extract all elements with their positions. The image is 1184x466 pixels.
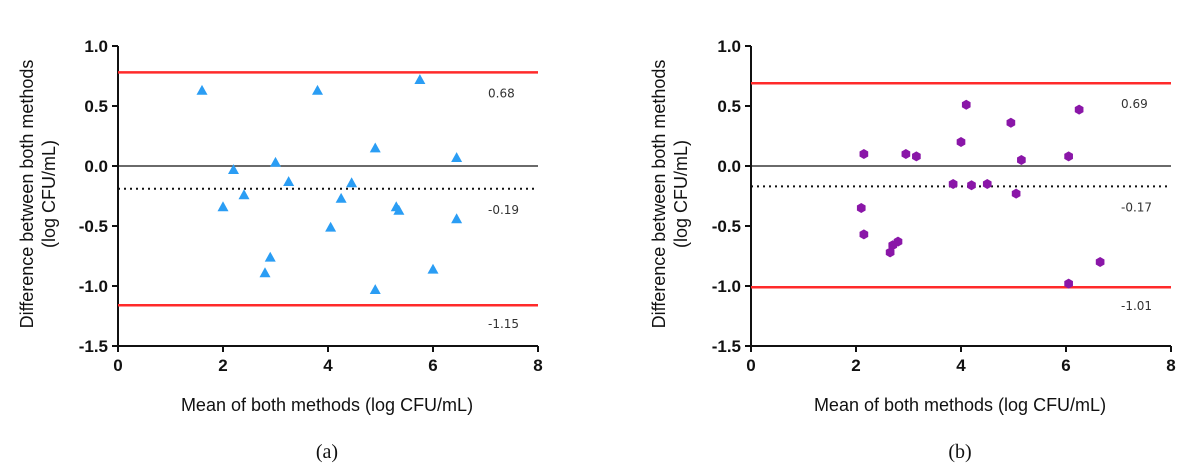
x-tick-label: 6 — [428, 356, 437, 375]
panel-a: Difference between both methods (log CFU… — [17, 37, 543, 463]
data-point — [346, 177, 358, 188]
data-point — [912, 151, 921, 162]
y-tick-label: 0.0 — [717, 157, 741, 176]
data-point — [1011, 188, 1021, 199]
y-tick-label: 1.0 — [84, 37, 108, 56]
data-point — [217, 201, 229, 212]
data-point — [982, 179, 992, 189]
x-tick-label: 4 — [323, 356, 333, 375]
x-axis-label: Mean of both methods (log CFU/mL) — [181, 395, 473, 415]
data-point — [228, 164, 239, 174]
data-point — [961, 99, 971, 110]
data-point — [427, 263, 439, 274]
data-point — [270, 156, 281, 167]
y-tick-label: 1.0 — [717, 37, 741, 56]
y-tick-label: -0.5 — [79, 217, 108, 236]
data-point — [393, 204, 405, 215]
x-tick-label: 6 — [1061, 356, 1070, 375]
bias-label: -0.17 — [1121, 200, 1152, 214]
y-axis-label-line2: (log CFU/mL) — [39, 140, 59, 248]
data-point — [956, 137, 966, 147]
y-tick-label: 0.0 — [84, 157, 108, 176]
data-point — [238, 189, 250, 200]
data-point — [856, 203, 866, 213]
x-axis-label: Mean of both methods (log CFU/mL) — [814, 395, 1106, 415]
data-point — [901, 149, 911, 159]
upper-limit-label: 0.68 — [488, 86, 515, 100]
x-tick-label: 4 — [956, 356, 966, 375]
y-axis-label-line1: Difference between both methods — [17, 60, 37, 329]
y-axis-label-line2: (log CFU/mL) — [671, 140, 691, 248]
y-tick-label: -1.5 — [712, 337, 741, 356]
x-tick-label: 2 — [218, 356, 227, 375]
y-tick-label: -1.0 — [712, 277, 741, 296]
x-tick-label: 0 — [746, 356, 755, 375]
upper-limit-label: 0.69 — [1121, 97, 1148, 111]
data-point — [325, 221, 337, 232]
lower-limit-label: -1.15 — [488, 317, 519, 331]
data-point — [1095, 257, 1105, 267]
data-point — [1064, 151, 1073, 162]
data-point — [1064, 278, 1073, 289]
bias-label: -0.19 — [488, 203, 519, 217]
lower-limit-label: -1.01 — [1121, 299, 1152, 313]
data-point — [1017, 155, 1026, 165]
data-point — [893, 236, 903, 247]
data-point — [414, 74, 426, 84]
y-tick-label: -1.5 — [79, 337, 108, 356]
y-tick-label: 0.5 — [717, 97, 741, 116]
y-tick-label: 0.5 — [84, 97, 108, 116]
data-point — [967, 180, 976, 191]
data-point — [264, 251, 276, 262]
x-tick-label: 2 — [851, 356, 860, 375]
x-tick-label: 0 — [113, 356, 122, 375]
data-point — [369, 142, 381, 153]
data-point — [859, 149, 869, 159]
data-point — [859, 229, 869, 240]
data-point — [283, 176, 295, 186]
data-point — [1074, 104, 1084, 115]
data-point — [196, 84, 208, 95]
y-tick-label: -1.0 — [79, 277, 108, 296]
x-tick-label: 8 — [1166, 356, 1175, 375]
panel-label: (b) — [948, 441, 971, 463]
data-point — [312, 84, 323, 95]
data-point — [948, 179, 958, 189]
data-point — [451, 213, 463, 224]
data-point — [1006, 117, 1016, 128]
data-point — [369, 284, 381, 294]
y-tick-label: -0.5 — [712, 217, 741, 236]
data-point — [451, 152, 463, 162]
x-tick-label: 8 — [533, 356, 542, 375]
data-point — [335, 192, 347, 203]
panel-b: Difference between both methods (log CFU… — [649, 37, 1176, 463]
y-axis-label-line1: Difference between both methods — [649, 60, 669, 329]
panel-label: (a) — [316, 441, 338, 463]
data-point — [259, 267, 271, 278]
